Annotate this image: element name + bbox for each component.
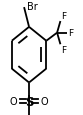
Text: S: S [25,95,33,108]
Text: F: F [68,29,73,38]
Text: O: O [10,96,17,106]
Text: F: F [61,46,66,55]
Text: Br: Br [27,2,37,12]
Text: O: O [41,96,48,106]
Text: F: F [61,12,66,21]
